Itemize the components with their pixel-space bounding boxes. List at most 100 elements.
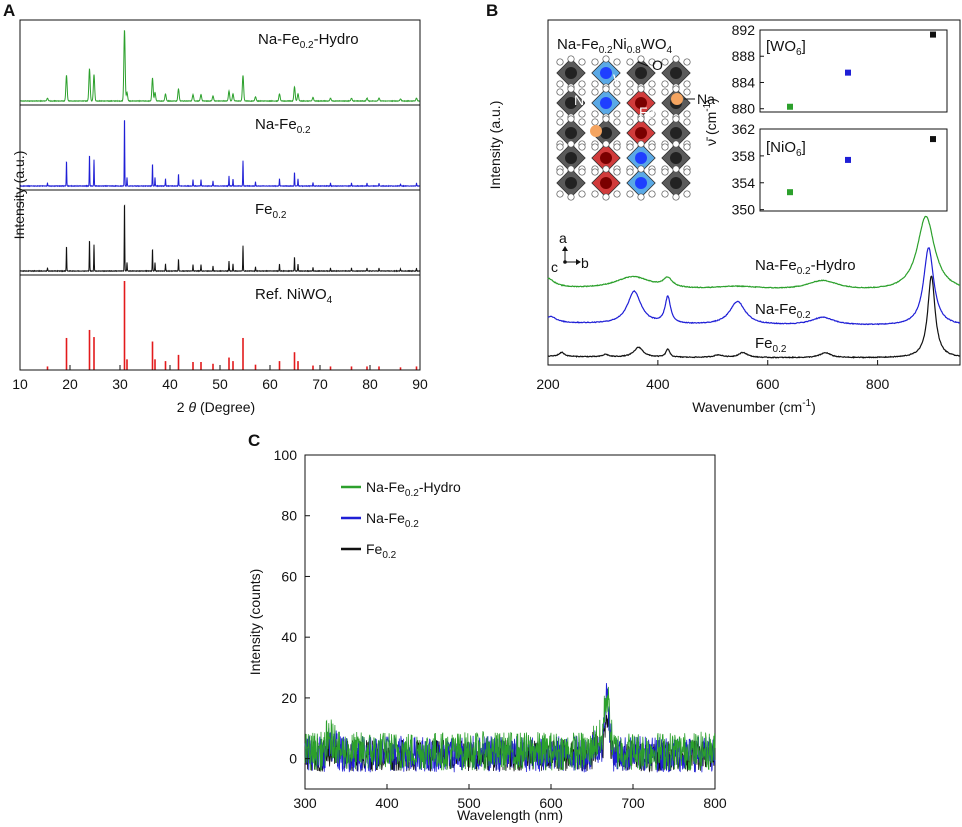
panel-b-x-axis-label: Wavenumber (cm-1) [692,398,816,415]
panel-c-y-axis-label: Intensity (counts) [247,569,263,676]
panel-a-band-frame [19,104,421,191]
inset-bottom-point [930,136,936,143]
panel-a-series-3: Fe0.2 [19,201,421,273]
panel-a-series-label: Ref. NiWO4 [255,286,333,306]
inset-bottom-point [845,156,851,163]
panel-b-y-axis-label: Intensity (a.u.) [487,101,503,190]
panel-a-x-tick-label: 70 [312,376,328,392]
polyhedron [626,115,656,151]
inset-y-tick-label: 888 [732,48,756,64]
inset-y-tick-label: 362 [732,121,756,137]
wavenumber-inset-plots: 880 884 888 892 350 354 358 362 [WO6] [NiO6] ν̄… [702,22,948,218]
inset-y-tick-label: 354 [732,175,756,191]
polyhedron [661,55,691,91]
raman-spectrum-line [547,275,961,359]
atom-label-ni: Ni [574,92,587,108]
pl-spectrum-line-3 [304,713,716,773]
xrd-pattern-line [19,30,421,103]
inset-y-tick-label: 884 [732,74,756,90]
polyhedron [626,165,656,201]
panel-b-series-label: Na-Fe0.2 [755,301,811,321]
panel-a-band-frame [19,274,421,371]
panel-b-x-tick-label: 400 [646,376,670,392]
panel-a-series-2: Na-Fe0.2 [19,116,421,188]
polyhedron [626,55,656,91]
inset-bottom-label: [NiO6] [766,139,806,159]
panel-a-series-label: Fe0.2 [255,201,287,221]
panel-a-x-axis-label: 2 θ (Degree) [177,399,255,415]
panel-c-y-tick-label: 100 [274,447,298,463]
panel-a-x-tick-label: 40 [162,376,178,392]
legend-label: Na-Fe0.2 [366,510,419,530]
panel-b-x-tick-label: 800 [866,376,890,392]
lattice-axes: a b c [551,230,589,275]
na-atom [590,125,602,137]
legend-item-2: Na-Fe0.2 [341,510,419,530]
legend-label: Na-Fe0.2-Hydro [366,479,461,499]
panel-a-series-4: Ref. NiWO4 [46,281,418,370]
xrd-pattern-line [19,204,421,273]
panel-a-x-tick-label: 90 [412,376,428,392]
panel-letter-a: A [3,1,15,20]
panel-c-y-tick-label: 40 [281,629,297,645]
panel-a-band-frame [19,189,421,276]
panel-b-series-2: Na-Fe0.2 [547,247,961,326]
panel-a-x-tick-label: 80 [362,376,378,392]
atom-o-pointer [637,61,649,67]
inset-top-point [930,31,936,38]
crystal-structure-inset: Na-Fe0.2Ni0.8WO4 O W Ni Fe Na a b c [551,36,715,275]
panel-c-photoluminescence: 300 400 500 600 700 800 0 20 40 60 80 100 Na-Fe0.2-… [247,447,727,823]
panel-b-frame [547,19,961,366]
inset-y-tick-label: 892 [732,22,756,38]
panel-c-x-tick-label: 300 [293,795,317,811]
inset-top-point [787,103,793,110]
atom-label-fe: Fe [639,104,656,120]
panel-letter-b: B [486,1,498,20]
panel-c-x-tick-label: 800 [703,795,727,811]
panel-b-series-1: Na-Fe0.2-Hydro [547,215,960,289]
panel-b-series-label: Na-Fe0.2-Hydro [755,257,856,277]
polyhedron [556,165,586,201]
inset-top-label: [WO6] [766,38,806,58]
panel-c-legend: Na-Fe0.2-Hydro Na-Fe0.2 Fe0.2 [341,479,461,561]
panel-c-x-tick-label: 600 [539,795,563,811]
panel-b-series-label: Fe0.2 [755,335,787,355]
polyhedron [556,85,586,121]
na-atom-marker [671,93,683,105]
axis-a-label: a [559,230,567,246]
polyhedron [556,55,586,91]
polyhedron [556,115,586,151]
polyhedron [591,85,621,121]
panel-letter-c: C [248,431,260,450]
legend-item-1: Na-Fe0.2-Hydro [341,479,461,499]
raman-spectrum-line [547,247,961,326]
atom-label-na: Na [697,91,715,107]
panel-c-y-tick-label: 0 [289,751,297,767]
panel-c-frame [304,454,716,790]
panel-c-y-tick-label: 80 [281,508,297,524]
panel-a-band-frame [19,19,421,106]
panel-a-x-tick-label: 10 [12,376,28,392]
panel-a-series-label: Na-Fe0.2 [255,116,311,136]
panel-b-x-tick-label: 200 [536,376,560,392]
panel-c-y-tick-label: 60 [281,568,297,584]
panel-b-x-tick-label: 600 [756,376,780,392]
panel-b-series-3: Fe0.2 [547,275,961,359]
inset-bottom-point [787,189,793,196]
panel-a-x-tick-label: 30 [112,376,128,392]
panel-c-x-tick-label: 500 [457,795,481,811]
axis-c-label: c [551,259,558,275]
pl-spectrum-line-1 [304,686,716,771]
atom-label-w: W [613,71,627,87]
inset-y-tick-label: 358 [732,148,756,164]
inset-y-tick-label: 350 [732,202,756,218]
panel-c-x-tick-label: 400 [375,795,399,811]
panel-a-xrd: Na-Fe0.2-Hydro Na-Fe0.2 Fe0.2 Ref. NiWO4 10… [11,19,428,415]
panel-a-series-label: Na-Fe0.2-Hydro [258,31,359,51]
structure-formula: Na-Fe0.2Ni0.8WO4 [557,36,673,56]
raman-spectrum-line [547,215,960,289]
panel-c-x-tick-label: 700 [621,795,645,811]
inset-top-frame [759,29,948,113]
polyhedron [661,165,691,201]
